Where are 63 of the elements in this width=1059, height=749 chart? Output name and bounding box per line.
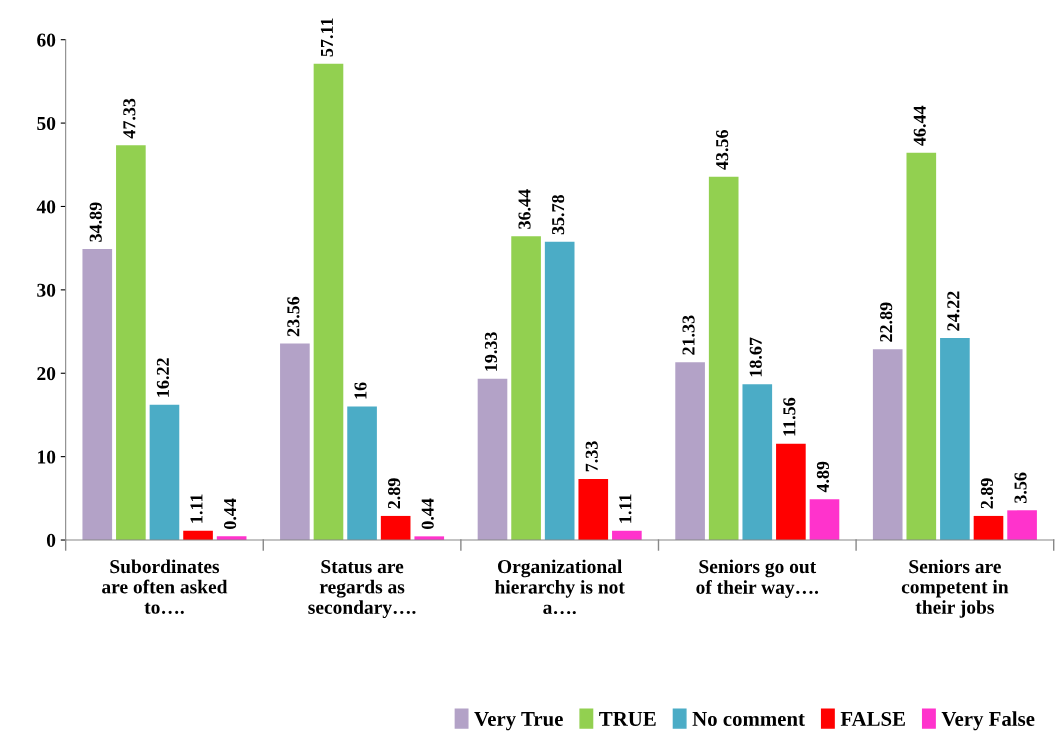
data-label: 7.33 bbox=[585, 441, 598, 472]
y-tick-label: 0 bbox=[46, 533, 56, 547]
legend-label: Very True bbox=[474, 712, 563, 731]
data-label: 57.11 bbox=[320, 18, 334, 57]
legend-label: Very False bbox=[941, 711, 1035, 731]
legend-label: TRUE bbox=[599, 712, 656, 726]
bar bbox=[544, 241, 575, 541]
data-label: 47.33 bbox=[123, 98, 136, 139]
data-label: 22.89 bbox=[880, 302, 893, 342]
bar bbox=[906, 152, 937, 541]
data-label: 0.44 bbox=[421, 498, 434, 529]
data-label: 16.22 bbox=[156, 358, 170, 397]
data-label: 34.89 bbox=[89, 202, 102, 242]
data-label: 35.78 bbox=[552, 194, 565, 235]
bar bbox=[380, 515, 411, 541]
x-tick-label: Organizational hierarchy is not a…. bbox=[494, 559, 625, 615]
data-label: 1.11 bbox=[619, 494, 632, 523]
bar bbox=[116, 145, 146, 541]
y-tick-label: 10 bbox=[38, 450, 56, 464]
bar bbox=[477, 378, 508, 541]
data-label: 24.22 bbox=[947, 291, 960, 331]
bar bbox=[675, 362, 705, 541]
data-label: 21.33 bbox=[682, 315, 695, 355]
x-tick-label: Subordinates are often asked to…. bbox=[102, 559, 228, 614]
y-tick-label: 50 bbox=[37, 116, 56, 131]
x-tick-label: Seniors go out of their way…. bbox=[696, 559, 819, 598]
data-label: 2.89 bbox=[388, 478, 401, 509]
data-label: 0.44 bbox=[223, 498, 237, 529]
data-label: 1.11 bbox=[190, 494, 203, 523]
bar bbox=[511, 236, 541, 541]
bar bbox=[280, 343, 310, 541]
data-label: 43.56 bbox=[716, 130, 729, 170]
data-label: 36.44 bbox=[518, 189, 531, 229]
legend-label: FALSE bbox=[840, 711, 905, 726]
x-tick-label: Seniors are competent in their jobs bbox=[901, 559, 1009, 618]
data-label: 2.89 bbox=[980, 478, 994, 509]
bar bbox=[872, 349, 903, 541]
bar bbox=[1007, 510, 1037, 541]
data-label: 16 bbox=[354, 382, 367, 399]
data-label: 18.67 bbox=[749, 337, 762, 377]
bar bbox=[708, 176, 739, 541]
bar bbox=[973, 515, 1004, 541]
y-tick-label: 30 bbox=[37, 283, 56, 297]
data-label: 3.56 bbox=[1014, 472, 1027, 503]
bar bbox=[742, 384, 773, 541]
data-label: 11.56 bbox=[783, 397, 796, 436]
data-label: 4.89 bbox=[816, 461, 830, 493]
data-label: 46.44 bbox=[913, 105, 926, 146]
bar bbox=[313, 63, 344, 541]
y-tick-label: 60 bbox=[37, 33, 56, 47]
bar bbox=[82, 249, 113, 541]
bar bbox=[776, 443, 806, 541]
y-tick-label: 20 bbox=[37, 367, 56, 381]
bar bbox=[347, 406, 377, 541]
data-label: 23.56 bbox=[287, 296, 300, 337]
bar bbox=[149, 404, 180, 541]
y-tick-label: 40 bbox=[36, 200, 56, 214]
x-tick-label: Status are regards as secondary…. bbox=[308, 560, 416, 618]
bar bbox=[809, 499, 840, 541]
legend-label: No comment bbox=[692, 712, 805, 726]
data-label: 19.33 bbox=[484, 332, 498, 371]
bar bbox=[578, 478, 609, 541]
bar bbox=[940, 338, 970, 541]
